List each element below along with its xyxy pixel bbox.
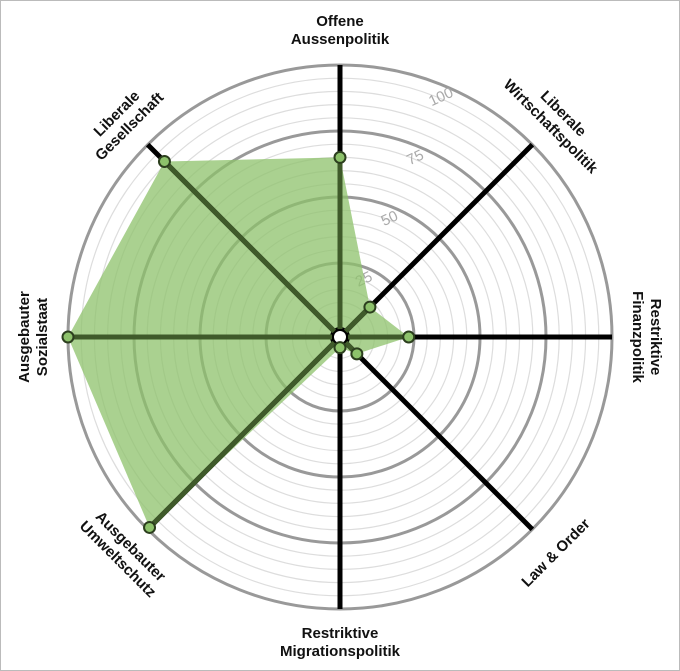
data-point [350, 347, 364, 361]
axis-label: AusgebauterSozialstaat [16, 291, 51, 383]
data-point [333, 341, 347, 355]
axis-label-group: Offene Aussenpolitik [291, 13, 390, 48]
value-segment [162, 159, 337, 334]
axis-label: Restriktive Migrationspolitik [280, 625, 401, 660]
axis-line [343, 142, 535, 334]
axis-label-group: AusgebauterSozialstaat [16, 291, 51, 383]
axis-label: Offene Aussenpolitik [291, 13, 390, 48]
r-tick-label: 50 [378, 207, 400, 229]
axis-label-group: RestriktiveFinanzpolitik [629, 291, 664, 383]
data-point [143, 520, 157, 534]
value-segment [147, 340, 337, 530]
axis-label-group: Restriktive Migrationspolitik [280, 625, 401, 660]
axis-label: RestriktiveFinanzpolitik [629, 291, 664, 383]
axis-line [343, 340, 535, 532]
r-tick-label: 75 [404, 147, 426, 169]
data-point [157, 154, 171, 168]
data-point [363, 300, 377, 314]
area [68, 157, 409, 528]
data-point [61, 330, 75, 344]
data-point [333, 150, 347, 164]
data-point [402, 330, 416, 344]
